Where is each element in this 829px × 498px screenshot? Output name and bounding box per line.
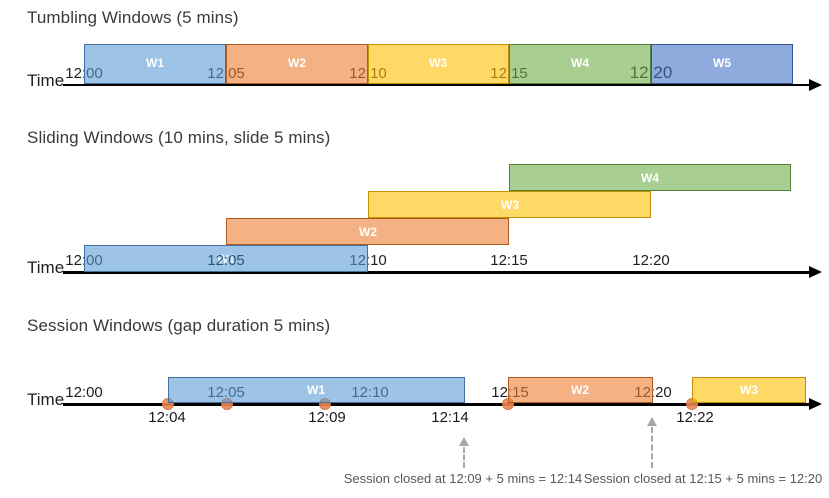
tick-label: 12:15 bbox=[490, 252, 528, 269]
dashed-arrow-up-icon bbox=[459, 437, 469, 446]
tick-label: 12:20 bbox=[632, 252, 670, 269]
window-label: W2 bbox=[571, 383, 589, 397]
dashed-arrow-shaft bbox=[651, 427, 653, 468]
session-closed-annotation: Session closed at 12:09 + 5 mins = 12:14 bbox=[343, 471, 583, 486]
tumbling-window-bar-w1 bbox=[84, 44, 226, 84]
session-axis-arrowhead-icon bbox=[809, 398, 822, 410]
window-label: W1 bbox=[146, 56, 164, 70]
event-time-label: 12:04 bbox=[148, 409, 186, 426]
dashed-arrow-shaft bbox=[463, 447, 465, 468]
sliding-section-title: Sliding Windows (10 mins, slide 5 mins) bbox=[27, 128, 331, 147]
tumbling-axis-arrowhead-icon bbox=[809, 79, 822, 91]
window-label: W3 bbox=[429, 56, 447, 70]
tick-label: 12:00 bbox=[65, 384, 103, 401]
tumbling-window-bar-w5 bbox=[651, 44, 793, 84]
window-label: W5 bbox=[713, 56, 731, 70]
session-section-title: Session Windows (gap duration 5 mins) bbox=[27, 316, 331, 335]
event-time-label: 12:22 bbox=[676, 409, 714, 426]
session-window-bar-w1 bbox=[168, 377, 465, 403]
sliding-time-axis-label: Time bbox=[27, 258, 65, 277]
sliding-window-bar-w4 bbox=[509, 164, 791, 191]
event-time-label: 12:09 bbox=[308, 409, 346, 426]
tumbling-time-axis-label: Time bbox=[27, 71, 65, 90]
sliding-window-bar-w1 bbox=[84, 245, 368, 272]
window-label: W4 bbox=[641, 171, 659, 185]
tumbling-time-axis bbox=[63, 84, 811, 86]
tumbling-window-bar-w3 bbox=[368, 44, 509, 84]
event-time-label: 12:14 bbox=[431, 409, 469, 426]
window-label: W1 bbox=[307, 383, 325, 397]
sliding-window-bar-w2 bbox=[226, 218, 509, 245]
session-time-axis-label: Time bbox=[27, 390, 65, 409]
sliding-axis-arrowhead-icon bbox=[809, 266, 822, 278]
tick-label: 12:05 bbox=[207, 252, 245, 269]
window-label: W2 bbox=[359, 225, 377, 239]
window-label: W1 bbox=[217, 252, 235, 266]
tumbling-section-title: Tumbling Windows (5 mins) bbox=[27, 8, 239, 27]
window-label: W4 bbox=[571, 56, 589, 70]
session-time-axis bbox=[63, 403, 811, 406]
sliding-time-axis bbox=[63, 271, 811, 274]
sliding-window-bar-w3 bbox=[368, 191, 651, 218]
session-window-bar-w3 bbox=[692, 377, 806, 403]
window-label: W3 bbox=[501, 198, 519, 212]
window-label: W2 bbox=[288, 56, 306, 70]
dashed-arrow-up-icon bbox=[647, 417, 657, 426]
tumbling-window-bar-w2 bbox=[226, 44, 368, 84]
window-label: W3 bbox=[740, 383, 758, 397]
session-window-bar-w2 bbox=[508, 377, 653, 403]
tumbling-window-bar-w4 bbox=[509, 44, 651, 84]
session-closed-annotation: Session closed at 12:15 + 5 mins = 12:20 bbox=[583, 471, 823, 486]
